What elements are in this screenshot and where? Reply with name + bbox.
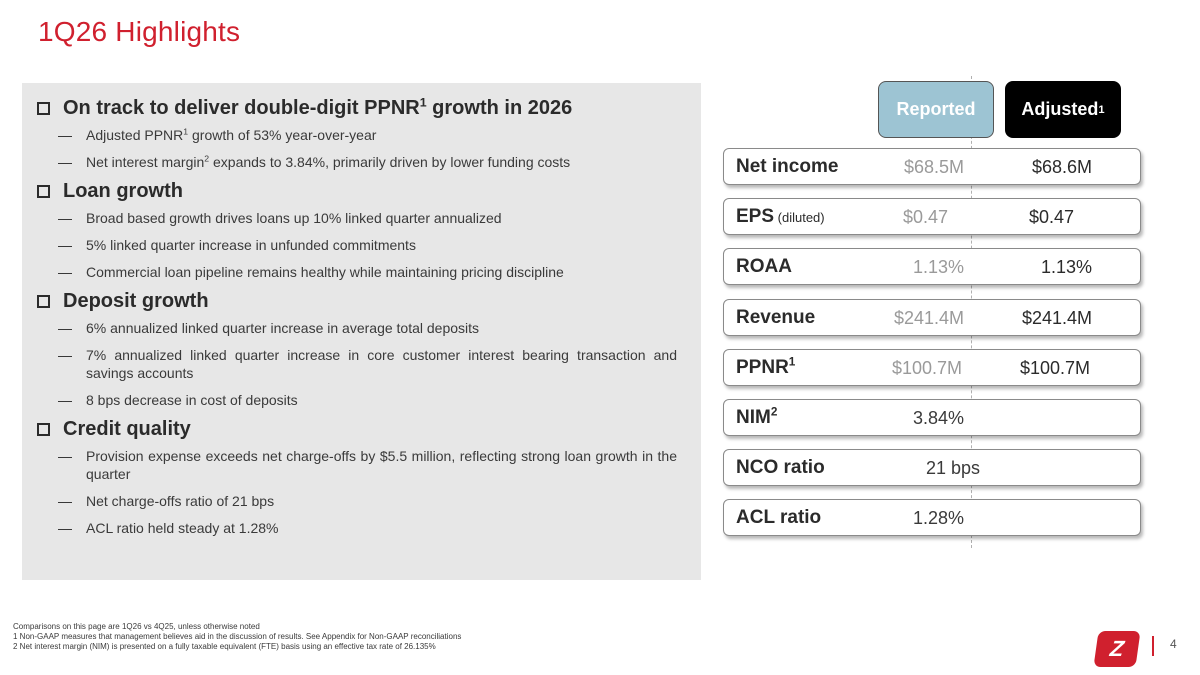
list-item: —7% annualized linked quarter increase i… [58,347,677,381]
adjusted-value: $100.7M [1019,358,1090,378]
list-item: — ACL ratio held steady at 1.28% [58,520,279,536]
footnote-intro: Comparisons on this page are 1Q26 vs 4Q2… [13,622,260,631]
adjusted-value: 1.13% [1040,257,1092,277]
footnote-2: 2 Net interest margin (NIM) is presented… [13,642,436,651]
adjusted-value: $68.6M [1031,157,1092,177]
section-credit-quality: Credit quality — Provision expense exceed… [34,418,677,537]
reported-value: 3.84% [912,408,964,428]
page-number: 4 [1170,637,1177,651]
checkbox-bullet-icon [37,185,50,198]
checkbox-bullet-icon [37,423,50,436]
company-logo-icon: Z [1093,631,1141,667]
highlights-panel: On track to deliver double-digit PPNR1 g… [22,83,701,580]
metric-ppnr: PPNR1 $100.7M $100.7M [723,349,1141,386]
reported-header: Reported [878,81,994,138]
footnotes: Comparisons on this page are 1Q26 vs 4Q2… [13,622,461,652]
adjusted-header: Adjusted 1 [1005,81,1121,138]
list-item: — Broad based growth drives loans up 10% … [58,210,502,226]
reported-value: 1.13% [912,257,964,277]
page-title: 1Q26 Highlights [38,16,241,47]
adjusted-value: $241.4M [1021,308,1092,328]
reported-value: $0.47 [902,207,948,227]
metric-roaa: ROAA 1.13% 1.13% [723,248,1141,285]
reported-value: $100.7M [891,358,962,378]
reported-value: 21 bps [925,458,980,478]
checkbox-bullet-icon [37,295,50,308]
section-heading: Deposit growth [63,290,209,312]
adjusted-value: $0.47 [1028,207,1074,227]
reported-value: 1.28% [912,508,964,528]
logo-divider [1152,636,1154,656]
list-item: — Commercial loan pipeline remains health… [58,264,564,280]
footnote-1: 1 Non-GAAP measures that management beli… [13,632,462,641]
metric-nim: NIM2 3.84% [723,399,1141,436]
list-item: — Adjusted PPNR1 growth of 53% year-over-… [58,126,377,143]
list-item: — Net interest margin2 expands to 3.84%, … [58,153,571,170]
section-heading: On track to deliver double-digit PPNR1 g… [63,95,573,119]
list-item: — Net charge-offs ratio of 21 bps [58,493,275,509]
metric-acl-ratio: ACL ratio 1.28% [723,499,1141,536]
section-heading: Credit quality [63,418,191,440]
list-item: —6% annualized linked quarter increase i… [58,320,480,336]
metric-eps: EPS (diluted) $0.47 $0.47 [723,198,1141,235]
section-heading: Loan growth [63,180,183,202]
section-ppnr: On track to deliver double-digit PPNR1 g… [34,95,677,171]
list-item: — Provision expense exceeds net charge-of… [58,448,677,482]
reported-value: $68.5M [903,157,964,177]
section-deposit-growth: Deposit growth —6% annualized linked qua… [34,290,677,409]
reported-value: $241.4M [893,308,964,328]
metric-nco-ratio: NCO ratio 21 bps [723,449,1141,486]
checkbox-bullet-icon [37,102,50,115]
metric-revenue: Revenue $241.4M $241.4M [723,299,1141,336]
list-item: —5% linked quarter increase in unfunded … [58,237,416,253]
section-loan-growth: Loan growth — Broad based growth drives l… [34,180,677,281]
metric-net-income: Net income $68.5M $68.6M [723,148,1141,185]
list-item: —8 bps decrease in cost of deposits [58,392,298,408]
